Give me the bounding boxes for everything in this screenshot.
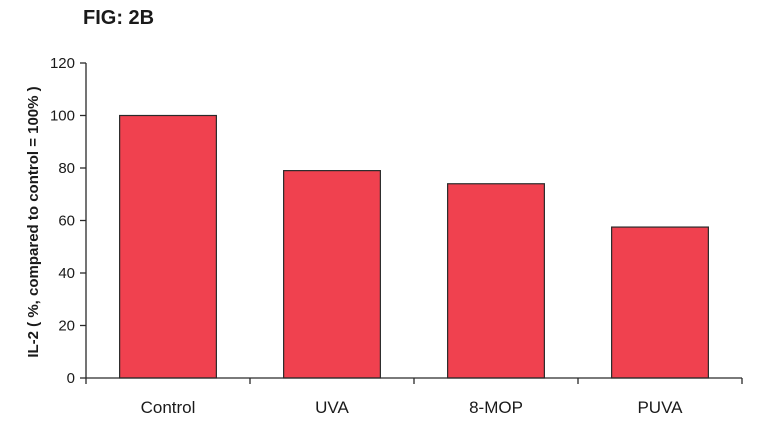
bar-puva (611, 226, 709, 379)
y-tick-label: 60 (58, 213, 75, 230)
y-tick-label: 120 (50, 55, 75, 72)
y-tick-label: 100 (50, 108, 75, 125)
plot-area: 0 20 40 60 80 100 120 Control UVA 8-MOP PUVA (50, 55, 743, 417)
y-tick-label: 80 (58, 160, 75, 177)
figure-title: FIG: 2B (83, 7, 154, 29)
y-tick-label: 20 (58, 318, 75, 335)
bar-control (119, 114, 217, 379)
bars (119, 114, 709, 379)
y-axis-ticks: 0 20 40 60 80 100 120 (50, 55, 86, 387)
y-tick-label: 40 (58, 265, 75, 282)
x-tick-label: 8-MOP (469, 398, 523, 417)
x-tick-label: PUVA (637, 398, 683, 417)
y-tick-label: 0 (67, 370, 75, 387)
x-tick-label: Control (141, 398, 196, 417)
x-axis-ticks: Control UVA 8-MOP PUVA (85, 378, 743, 417)
x-tick-label: UVA (315, 398, 349, 417)
y-axis-label: IL-2 ( %, compared to control = 100% ) (25, 86, 42, 357)
bar-uva (283, 170, 381, 379)
bar-8-mop (447, 183, 545, 379)
